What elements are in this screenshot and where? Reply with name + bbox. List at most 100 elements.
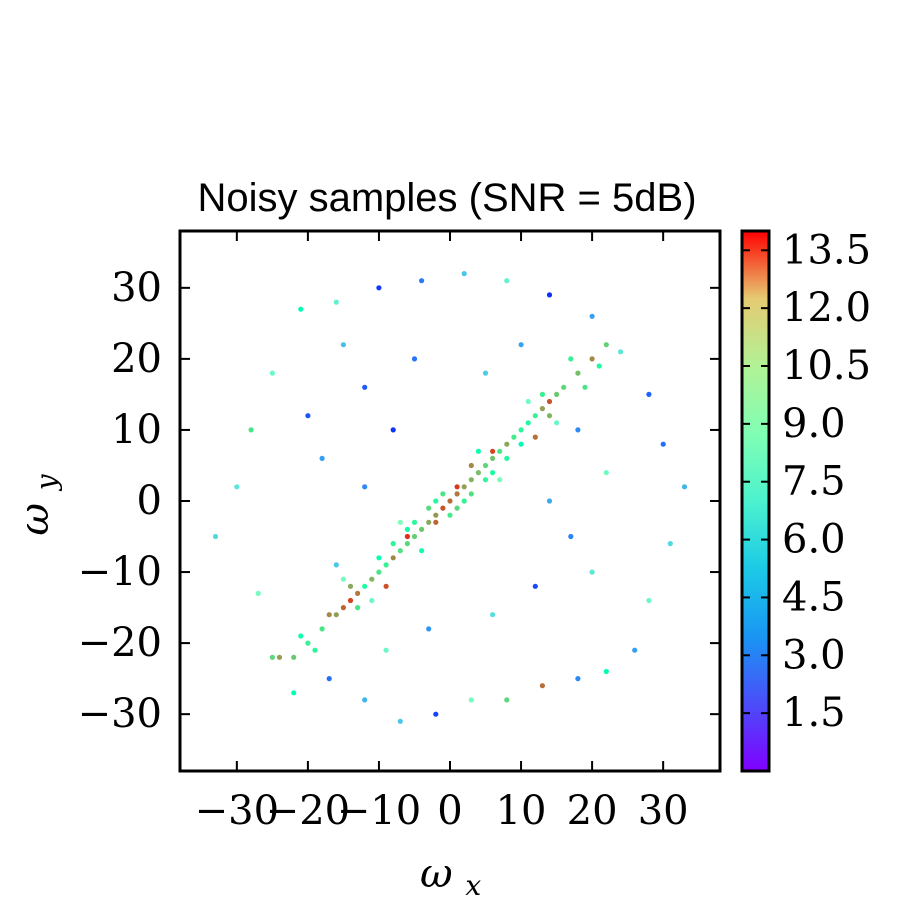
scatter-point [305,413,311,419]
y-tick-label: 20 [111,336,162,382]
scatter-point [298,633,304,639]
scatter-point [426,505,432,511]
scatter-point [276,654,283,660]
scatter-point [490,612,496,618]
scatter-point [482,462,489,469]
scatter-point [440,505,446,511]
colorbar-tick-label: 6.0 [782,517,846,563]
scatter-point [475,448,481,454]
scatter-point [397,548,403,554]
x-tick-label: 0 [437,788,462,834]
scatter-point [404,526,410,533]
x-axis-ticks: −30−20−10 0 10 20 30 [195,231,689,834]
scatter-point [269,654,275,660]
scatter-point [383,562,389,568]
x-tick-label: 30 [638,788,689,834]
x-axis-label: ω x [420,851,481,900]
scatter-point [461,498,467,504]
scatter-point [589,569,595,575]
scatter-point [454,505,460,511]
scatter-point [212,533,219,540]
scatter-point [411,519,418,525]
y-tick-label: 10 [111,407,162,453]
scatter-point [518,342,524,348]
scatter-point [433,498,439,504]
y-axis-label: ω y [12,473,63,535]
scatter-point [333,562,339,568]
colorbar-tick-label: 12.0 [782,285,871,331]
scatter-point [404,533,410,540]
scatter-point [298,306,304,312]
scatter-point [518,427,524,433]
colorbar-tick-label: 4.5 [782,574,846,620]
scatter-point [376,555,382,561]
scatter-point [554,420,560,426]
scatter-point [426,519,432,525]
y-tick-label: −10 [78,549,162,595]
scatter-point [326,676,332,682]
scatter-point [411,356,418,362]
scatter-point [632,647,638,653]
scatter-point [603,470,609,476]
scatter-point [411,533,418,540]
x-tick-label: 10 [496,788,547,834]
colorbar: 1.5 3.0 4.5 6.0 7.5 9.0 10.5 12.0 13.5 [740,227,871,773]
scatter-point [568,533,574,540]
scatter-point [291,690,297,696]
scatter-point [482,477,489,483]
scatter-point [390,541,396,547]
scatter-point [589,313,595,319]
scatter-point [440,491,446,497]
scatter-point [461,271,467,277]
scatter-point [490,470,496,476]
scatter-point [646,391,652,397]
scatter-point [667,541,673,547]
x-tick-label: −10 [337,788,421,834]
scatter-point [419,278,425,284]
scatter-point [362,384,368,390]
y-tick-label: 30 [111,265,162,311]
colorbar-tick-label: 13.5 [782,227,871,273]
scatter-point [234,484,240,490]
scatter-point [568,356,574,362]
scatter-point [490,448,496,454]
scatter-point [646,597,652,604]
x-tick-label: 20 [567,788,618,834]
scatter-point [482,370,489,376]
scatter-point [603,668,609,675]
scatter-point [554,391,560,397]
scatter-points [212,271,688,724]
scatter-point [660,441,666,447]
scatter-point [362,583,368,589]
scatter-point [376,285,382,291]
chart-title: Noisy samples (SNR = 5dB) [197,176,696,220]
scatter-point [532,583,538,589]
scatter-point [319,455,325,461]
scatter-point [454,491,460,497]
x-axis-label-sub: x [465,869,481,900]
scatter-point [347,583,354,589]
scatter-point [397,519,403,525]
scatter-point [390,427,396,433]
scatter-point [497,477,503,483]
scatter-point [390,555,396,561]
scatter-point [589,356,595,362]
colorbar-gradient [742,231,769,771]
scatter-point [582,384,588,390]
scatter-point [383,647,389,653]
scatter-point [362,484,368,490]
scatter-point [426,626,432,632]
scatter-point [433,512,439,518]
scatter-point [504,455,510,461]
scatter-point [575,427,581,433]
colorbar-tick-label: 9.0 [782,401,846,447]
scatter-point [419,526,425,533]
scatter-point [404,541,410,547]
scatter-point [355,590,361,597]
x-tick-label: −20 [266,788,350,834]
scatter-point [333,299,339,305]
scatter-point [326,612,332,618]
scatter-point [525,420,531,426]
scatter-point [369,597,375,604]
scatter-point [447,512,453,518]
